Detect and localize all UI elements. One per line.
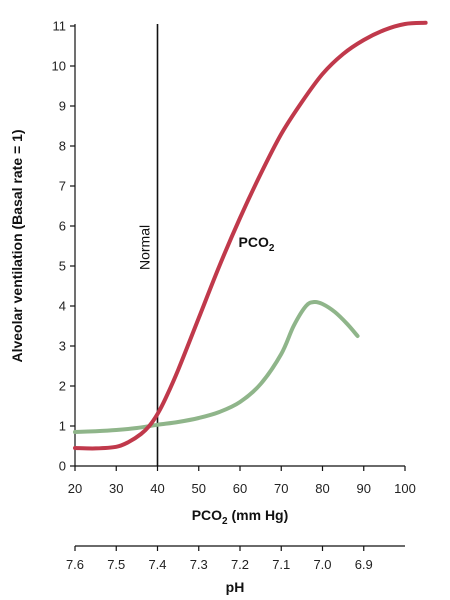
ph-tick-label: 7.3 <box>190 557 208 572</box>
x-tick-label: 60 <box>233 481 247 496</box>
series-label-main: PCO <box>239 234 269 250</box>
x-tick-label: 30 <box>109 481 123 496</box>
x-axis-title-main: PCO <box>192 507 222 523</box>
ph-tick-label: 6.9 <box>355 557 373 572</box>
x-tick-label: 100 <box>394 481 416 496</box>
y-axis-ticks: 0 1 2 3 4 5 6 7 8 9 10 11 <box>52 19 75 474</box>
y-tick-label: 3 <box>59 339 66 354</box>
x-tick-label: 80 <box>315 481 329 496</box>
series-label-pco2: PCO2 <box>239 234 275 254</box>
x-tick-label: 20 <box>68 481 82 496</box>
y-tick-label: 8 <box>59 139 66 154</box>
ph-axis-title: pH <box>226 579 245 595</box>
y-tick-label: 6 <box>59 219 66 234</box>
x-axis-ticks: 20 30 40 50 60 70 80 90 100 <box>68 466 416 496</box>
ph-axis-ticks: 7.6 7.5 7.4 7.3 7.2 7.1 7.0 6.9 <box>66 546 373 572</box>
y-tick-label: 9 <box>59 99 66 114</box>
x-axis-title: PCO2 (mm Hg) <box>192 507 289 527</box>
series-line-ph <box>73 299 360 434</box>
ph-tick-label: 7.2 <box>231 557 249 572</box>
y-tick-label: 0 <box>59 459 66 474</box>
x-tick-label: 90 <box>357 481 371 496</box>
x-axis-title-unit: (mm Hg) <box>228 507 289 523</box>
series-label-subscript: 2 <box>269 243 275 254</box>
series-layer <box>73 20 428 451</box>
ph-tick-label: 7.1 <box>272 557 290 572</box>
ph-tick-label: 7.6 <box>66 557 84 572</box>
ph-tick-label: 7.0 <box>313 557 331 572</box>
y-axis-title: Alveolar ventilation (Basal rate = 1) <box>9 129 25 362</box>
y-tick-label: 2 <box>59 379 66 394</box>
x-tick-label: 50 <box>192 481 206 496</box>
x-axis-title-subscript: 2 <box>222 516 228 527</box>
plot-area: 0 1 2 3 4 5 6 7 8 9 10 11 20 30 40 50 60 70 80 90 100 Norma… <box>9 19 428 527</box>
ph-axis: 7.6 7.5 7.4 7.3 7.2 7.1 7.0 6.9 pH <box>66 545 405 595</box>
x-tick-label: 70 <box>274 481 288 496</box>
y-tick-label: 1 <box>59 419 66 434</box>
y-tick-label: 10 <box>52 59 66 74</box>
y-tick-label: 7 <box>59 179 66 194</box>
x-tick-label: 40 <box>150 481 164 496</box>
y-tick-label: 4 <box>59 299 66 314</box>
series-line-pco2 <box>73 20 428 451</box>
y-tick-label: 11 <box>53 19 67 34</box>
ph-tick-label: 7.4 <box>148 557 166 572</box>
ph-tick-label: 7.5 <box>107 557 125 572</box>
normal-label: Normal <box>137 225 153 270</box>
y-tick-label: 5 <box>59 259 66 274</box>
